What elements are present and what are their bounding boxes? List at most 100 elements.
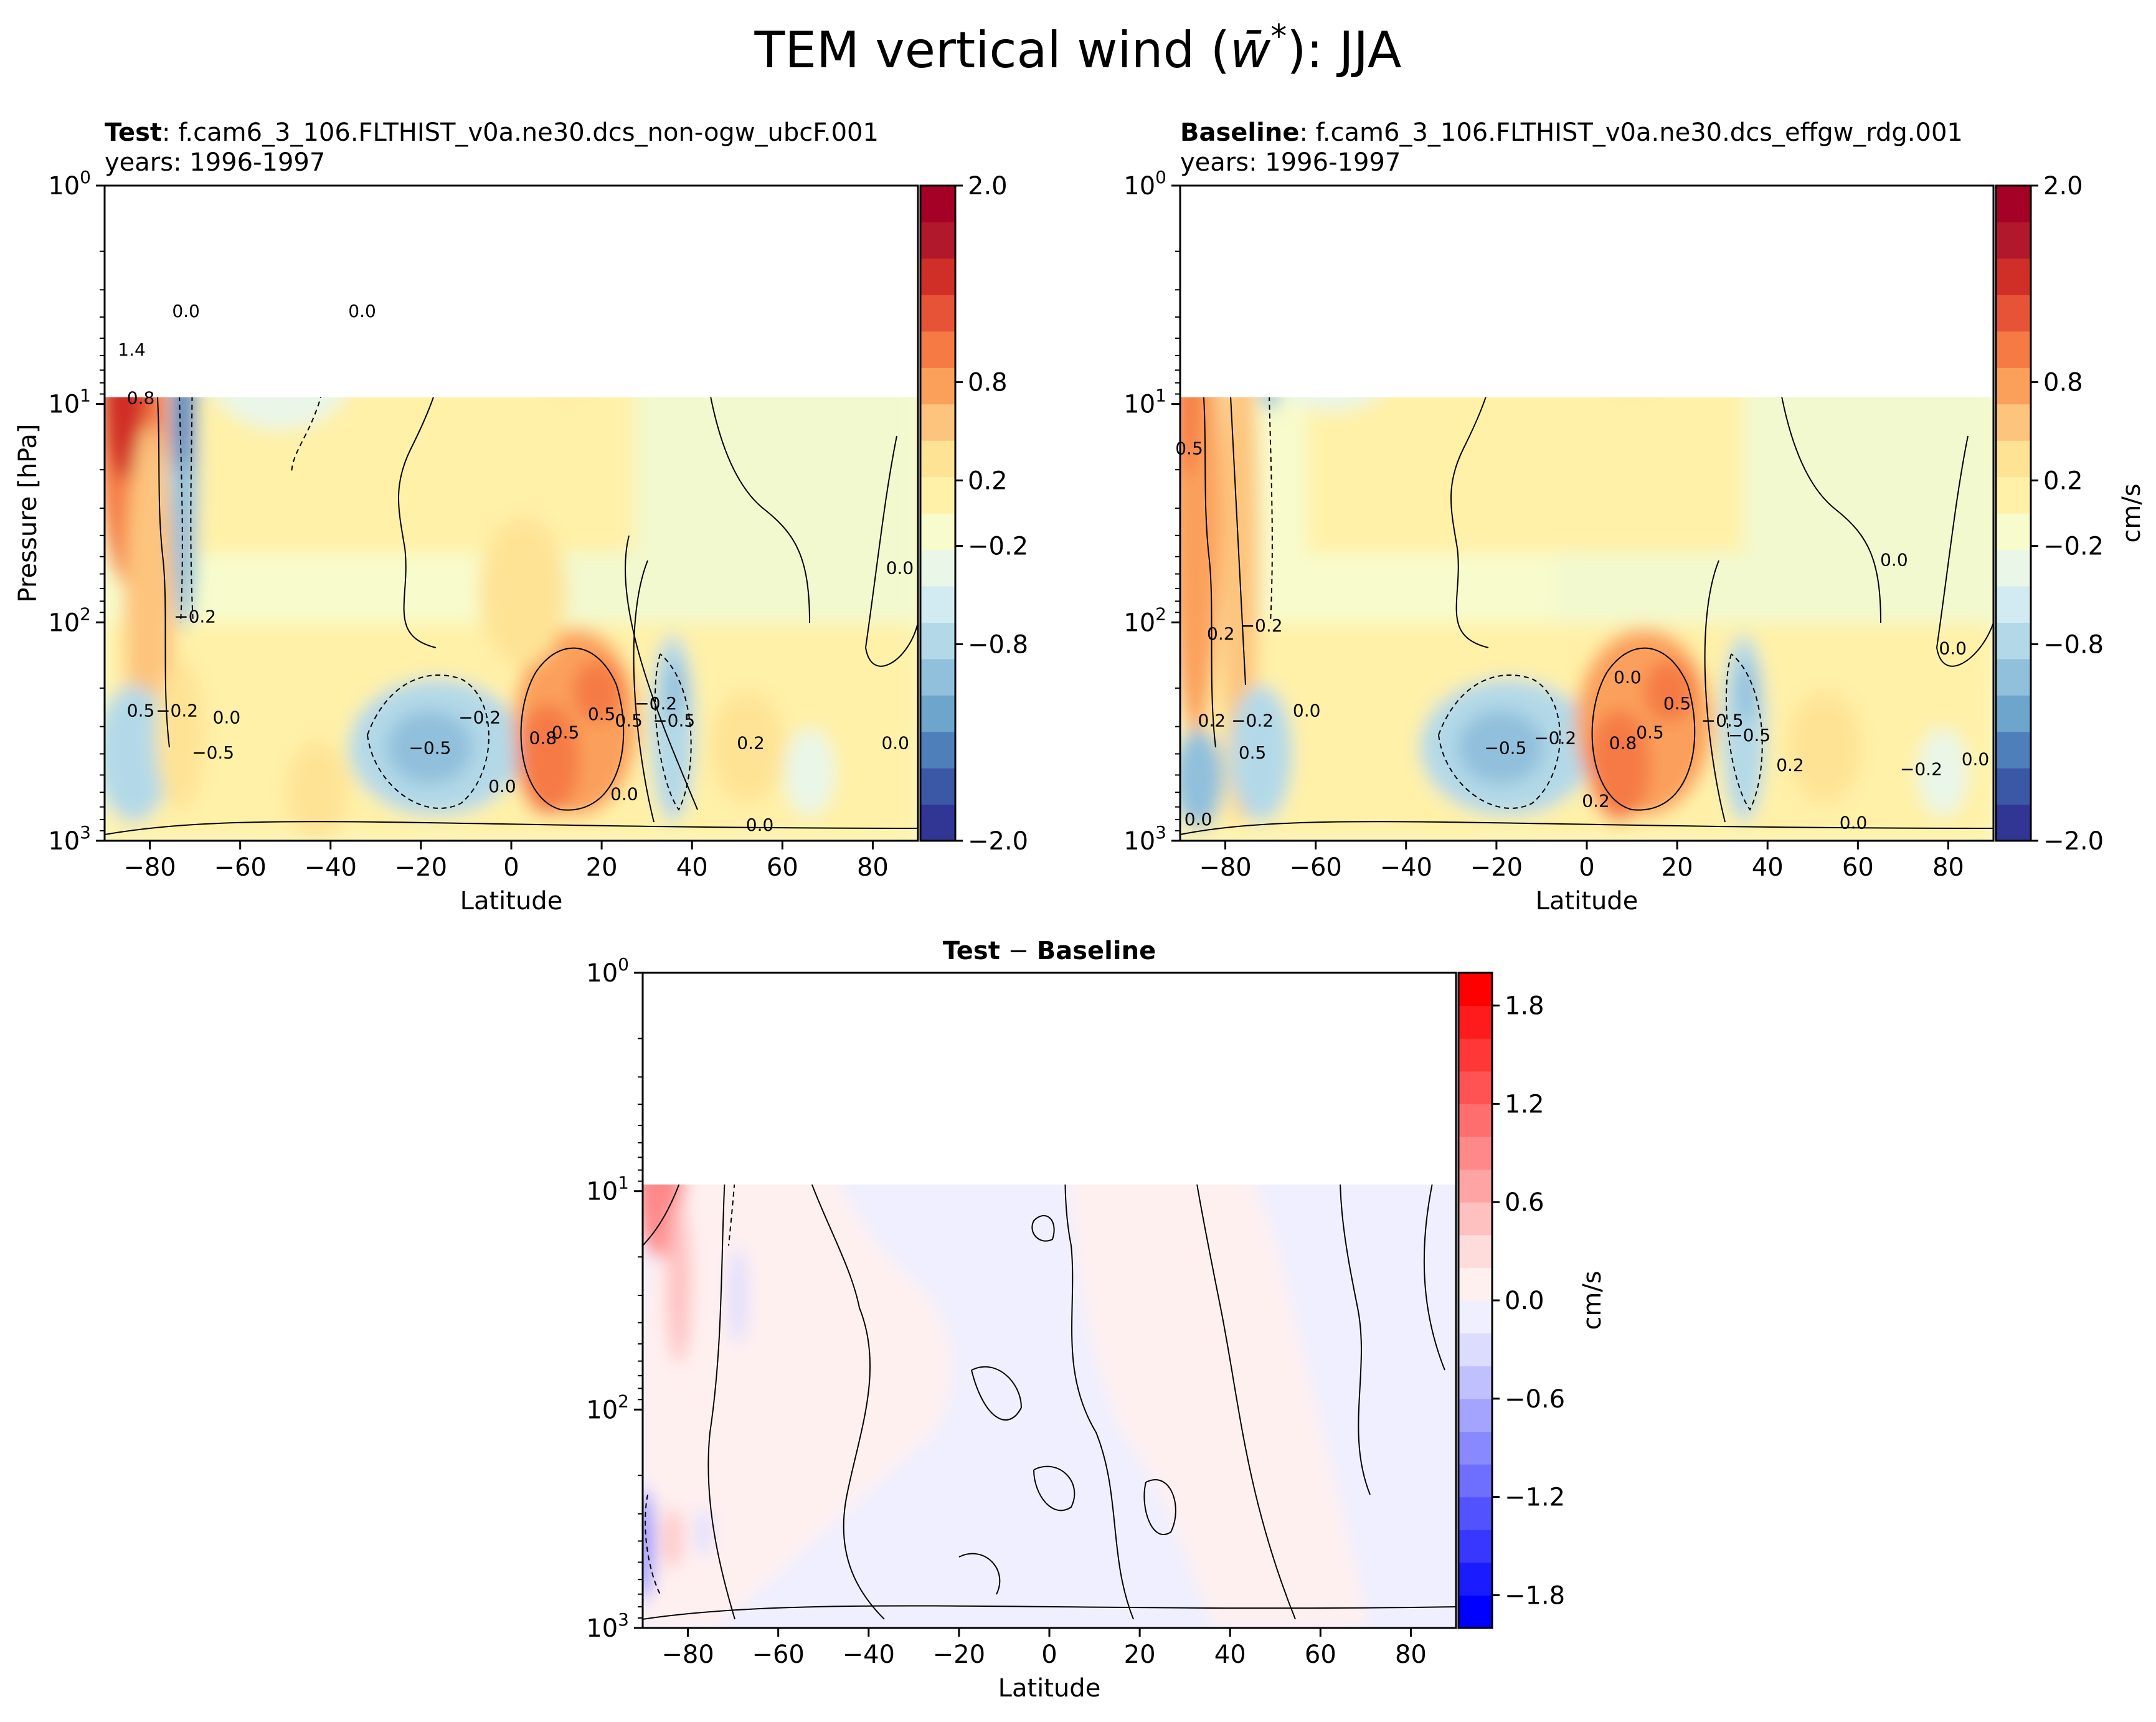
colorbar-band — [920, 549, 955, 587]
contour-label: 0.0 — [348, 301, 376, 321]
y-tick-label: 103 — [586, 1609, 629, 1643]
colorbar-band — [920, 585, 955, 623]
contour-label: −0.5 — [653, 711, 695, 731]
x-tick-label: 0 — [1579, 853, 1594, 882]
colorbar-band — [1996, 222, 2031, 259]
colorbar-band — [1459, 1497, 1492, 1530]
axes-test: −80 −60 −40 −20 0 20 40 60 80 Latitude 100 101 102 10… — [14, 167, 889, 915]
colorbar-band — [1459, 1595, 1492, 1629]
colorbar-band — [920, 404, 955, 441]
x-tick-label: −40 — [843, 1640, 895, 1669]
colorbar-tick-label: 2.0 — [968, 172, 1008, 201]
y-tick-label: 103 — [1123, 822, 1166, 856]
axes-baseline: −80 −60 −40 −20 0 20 40 60 80 Latitude 100 101 102 10… — [1123, 167, 1964, 915]
panel-test-contour-labels: 0.01.40.80.00.0−0.20.5 −0.2 0.0−0.5 −0.5−0.… — [118, 301, 914, 835]
contour-label: −0.5 — [1701, 711, 1744, 731]
colorbar-tick-label: 2.0 — [2043, 172, 2083, 201]
colorbar-tick-label: −1.2 — [1505, 1483, 1565, 1512]
contour-label: −0.2 — [156, 701, 198, 721]
colorbar-band — [1996, 440, 2031, 478]
colorbar-band — [920, 731, 955, 769]
contour-label: −0.2 — [1231, 711, 1274, 731]
colorbar-band — [1459, 1398, 1492, 1432]
colorbar-tick-label: 0.0 — [1505, 1287, 1544, 1315]
contour-label: −0.5 — [1728, 725, 1771, 745]
contour-label: 0.5 — [1663, 693, 1691, 714]
panel-baseline-title: Baseline: f.cam6_3_106.FLTHIST_v0a.ne30.… — [1180, 118, 1963, 147]
x-tick-label: −80 — [1199, 853, 1251, 882]
contour-label: −0.2 — [1534, 727, 1576, 748]
x-tick-label: −40 — [305, 853, 357, 882]
contour-label: 0.0 — [172, 301, 200, 321]
colorbar-band — [920, 658, 955, 696]
colorbar-band — [1459, 1234, 1492, 1268]
colorbar-frame — [919, 184, 957, 842]
axes-difference: −80 −60 −40 −20 0 20 40 60 80 Latitude 100 101 102 10… — [586, 954, 1427, 1703]
contour-label: 0.8 — [529, 727, 557, 748]
panel-baseline-contour-labels: 0.50.00.0−0.20.20.0−0.20.50.20.0−0.5 −0.2… — [1175, 438, 1989, 833]
contour-label: −0.2 — [1900, 759, 1942, 779]
colorbar-band — [920, 513, 955, 551]
contour-label: −0.2 — [635, 693, 677, 714]
contour-label: 0.2 — [737, 733, 765, 754]
colorbar-band — [920, 768, 955, 805]
colorbar-test: 2.0 0.8 0.2 −0.2 −0.8 −2.0 — [919, 172, 1028, 856]
colorbar-band — [1459, 1202, 1492, 1236]
panel-test-years: years: 1996-1997 — [105, 148, 325, 177]
y-tick-label: 101 — [48, 386, 91, 419]
colorbar-tick-label: 0.8 — [2043, 369, 2083, 397]
colorbar-band — [1459, 1431, 1492, 1465]
x-tick-label: 80 — [1395, 1640, 1427, 1669]
contour-label: −0.5 — [192, 742, 234, 763]
y-tick-label: 102 — [48, 603, 91, 637]
contour-label: −0.2 — [458, 707, 501, 727]
y-tick-label: 100 — [586, 954, 629, 988]
colorbar-band — [920, 186, 955, 223]
colorbar-band — [1996, 186, 2031, 223]
contour-label: 0.5 — [615, 711, 643, 731]
panel-difference-title: Test − Baseline — [943, 937, 1156, 965]
contour-label: 0.2 — [1198, 711, 1226, 731]
colorbar-band — [1996, 476, 2031, 514]
colorbar-band — [1459, 1005, 1492, 1039]
colorbar-band — [920, 476, 955, 514]
colorbar-band — [1996, 549, 2031, 587]
colorbar-band — [920, 331, 955, 368]
contour-label: 0.5 — [127, 701, 155, 721]
x-tick-label: −80 — [123, 853, 176, 882]
contour-label: 0.0 — [213, 707, 241, 727]
colorbar-band — [1996, 731, 2031, 769]
colorbar-tick-label: 0.2 — [2043, 466, 2083, 495]
x-tick-label: −20 — [1470, 853, 1523, 882]
colorbar-band — [1459, 1366, 1492, 1399]
colorbar-band — [920, 695, 955, 732]
contour-label: 0.0 — [746, 815, 774, 835]
colorbar-tick-label: 1.2 — [1505, 1090, 1544, 1119]
contour-label: 0.2 — [1207, 623, 1235, 644]
colorbar-band — [1996, 768, 2031, 805]
x-tick-label: −40 — [1380, 853, 1432, 882]
contour-label: 0.0 — [1962, 749, 1990, 769]
x-tick-label: −60 — [752, 1640, 804, 1669]
colorbar-units: cm/s — [1578, 1270, 1607, 1330]
x-tick-label: 0 — [503, 853, 519, 882]
colorbar-tick-label: 0.8 — [968, 369, 1008, 397]
x-tick-label: −80 — [661, 1640, 714, 1669]
colorbar-frame — [1995, 184, 2032, 842]
colorbar-tick-label: −0.6 — [1505, 1385, 1565, 1414]
colorbar-band — [1996, 258, 2031, 295]
colorbar-band — [1996, 331, 2031, 368]
contour-label: −0.5 — [1484, 737, 1526, 758]
contour-label: 0.8 — [127, 388, 155, 409]
x-tick-label: 40 — [1752, 853, 1784, 882]
x-tick-label: 20 — [1124, 1640, 1156, 1669]
colorbar-band — [1459, 1137, 1492, 1170]
colorbar-band — [1459, 1104, 1492, 1137]
panel-test: Test: f.cam6_3_106.FLTHIST_v0a.ne30.dcs_… — [103, 118, 919, 842]
colorbar-band — [1459, 1038, 1492, 1072]
y-tick-label: 102 — [586, 1391, 629, 1424]
colorbar-band — [1996, 585, 2031, 623]
colorbar-band — [1459, 1333, 1492, 1366]
colorbar-band — [1459, 1267, 1492, 1301]
